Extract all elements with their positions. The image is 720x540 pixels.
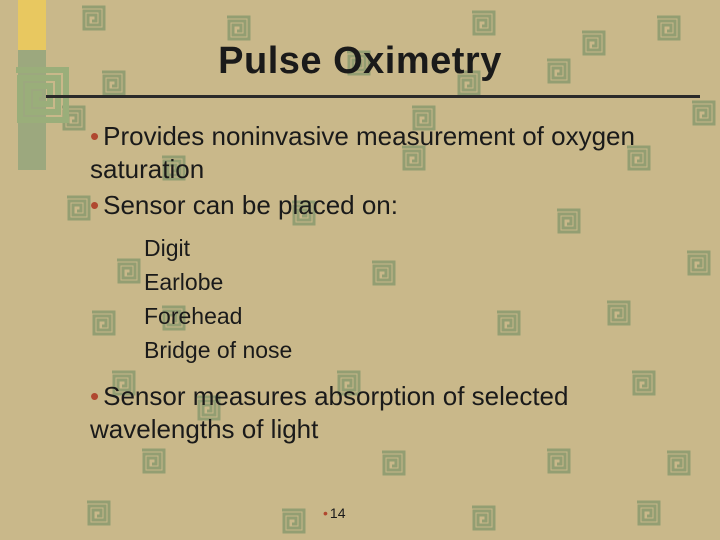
sub-bullet-item: Earlobe: [144, 266, 690, 298]
spiral-icon: [65, 195, 91, 221]
bullet-dot-icon: •: [90, 121, 99, 151]
bullet-text: Sensor measures absorption of selected w…: [90, 381, 568, 444]
slide: Pulse Oximetry •Provides noninvasive mea…: [0, 0, 720, 540]
spiral-icon: [470, 10, 496, 36]
sub-bullet-list: Digit Earlobe Forehead Bridge of nose: [144, 232, 690, 367]
slide-title: Pulse Oximetry: [0, 40, 720, 83]
spiral-icon: [380, 450, 406, 476]
spiral-icon: [140, 448, 166, 474]
title-underline: [46, 95, 700, 98]
page-number: •14: [323, 505, 345, 521]
bullet-dot-icon: •: [90, 190, 99, 220]
spiral-icon: [665, 450, 691, 476]
spiral-icon: [470, 505, 496, 531]
content-area: •Provides noninvasive measurement of oxy…: [90, 120, 690, 449]
bullet-level-1: •Sensor can be placed on:: [90, 189, 690, 222]
bullet-dot-icon: •: [90, 381, 99, 411]
spiral-icon: [85, 500, 111, 526]
spiral-icon: [655, 15, 681, 41]
bullet-level-1: •Provides noninvasive measurement of oxy…: [90, 120, 690, 185]
sub-bullet-item: Forehead: [144, 300, 690, 332]
spiral-icon: [80, 5, 106, 31]
spiral-icon: [690, 100, 716, 126]
bullet-level-1: •Sensor measures absorption of selected …: [90, 380, 690, 445]
bullet-text: Sensor can be placed on:: [103, 190, 398, 220]
bullet-text: Provides noninvasive measurement of oxyg…: [90, 121, 635, 184]
sub-bullet-item: Digit: [144, 232, 690, 264]
sub-bullet-item: Bridge of nose: [144, 334, 690, 366]
bullet-dot-icon: •: [323, 505, 328, 521]
page-number-value: 14: [330, 505, 346, 521]
spiral-icon: [225, 15, 251, 41]
spiral-icon: [280, 508, 306, 534]
spiral-icon: [545, 448, 571, 474]
spiral-icon: [635, 500, 661, 526]
